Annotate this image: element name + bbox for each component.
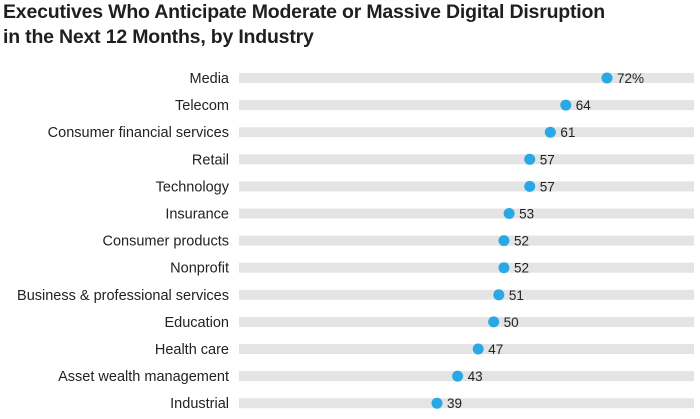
data-point <box>524 180 536 192</box>
track-bar <box>239 127 694 138</box>
data-point <box>472 343 484 355</box>
value-label: 64 <box>576 98 592 113</box>
chart-rows: Media 72% Telecom 64 Consumer financial serv… <box>17 71 694 412</box>
data-point <box>498 235 510 247</box>
value-label: 50 <box>504 315 519 330</box>
data-point <box>544 126 556 138</box>
data-point <box>493 289 505 301</box>
track-bar <box>239 398 694 409</box>
category-label: Retail <box>192 152 229 168</box>
value-label: 61 <box>560 125 575 140</box>
data-point <box>488 316 500 328</box>
value-label: 51 <box>509 288 524 303</box>
category-label: Insurance <box>165 207 229 223</box>
category-label: Nonprofit <box>170 261 229 277</box>
data-point <box>431 397 443 409</box>
track-bar <box>239 208 694 219</box>
data-point <box>452 370 464 382</box>
track-bar <box>239 235 694 246</box>
track-bar <box>239 316 694 327</box>
track-bar <box>239 181 694 192</box>
chart-title-line-2: in the Next 12 Months, by Industry <box>3 26 314 48</box>
value-label: 53 <box>519 207 534 222</box>
track-bar <box>239 344 694 354</box>
category-label: Telecom <box>175 98 229 114</box>
category-label: Consumer financial services <box>48 125 229 141</box>
value-label: 47 <box>488 342 503 357</box>
data-point <box>524 153 536 165</box>
category-label: Health care <box>155 342 229 358</box>
value-label: 57 <box>540 179 555 194</box>
value-label: 57 <box>540 152 555 167</box>
chart-title: Executives Who Anticipate Moderate or Ma… <box>3 0 693 50</box>
category-label: Asset wealth management <box>58 369 229 385</box>
category-label: Consumer products <box>102 234 229 250</box>
data-point <box>498 262 510 274</box>
category-label: Education <box>165 315 230 331</box>
category-label: Technology <box>156 179 230 195</box>
track-bar <box>239 289 694 300</box>
track-bar <box>239 154 694 165</box>
value-label: 52 <box>514 234 529 249</box>
value-label: 72% <box>617 71 644 86</box>
data-point <box>560 99 572 111</box>
data-point <box>503 208 515 219</box>
track-bar <box>239 100 694 111</box>
category-label: Business & professional services <box>17 288 229 304</box>
value-label: 39 <box>447 396 462 411</box>
value-label: 52 <box>514 261 529 276</box>
data-point <box>601 72 613 84</box>
chart-title-line-1: Executives Who Anticipate Moderate or Ma… <box>3 1 605 23</box>
track-bar <box>239 371 694 382</box>
category-label: Industrial <box>170 396 229 412</box>
value-label: 43 <box>468 369 483 384</box>
track-bar <box>239 262 694 273</box>
track-bar <box>239 73 694 83</box>
category-label: Media <box>190 71 230 87</box>
